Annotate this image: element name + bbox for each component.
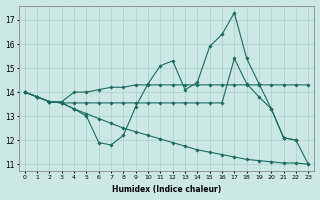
X-axis label: Humidex (Indice chaleur): Humidex (Indice chaleur) bbox=[112, 185, 221, 194]
